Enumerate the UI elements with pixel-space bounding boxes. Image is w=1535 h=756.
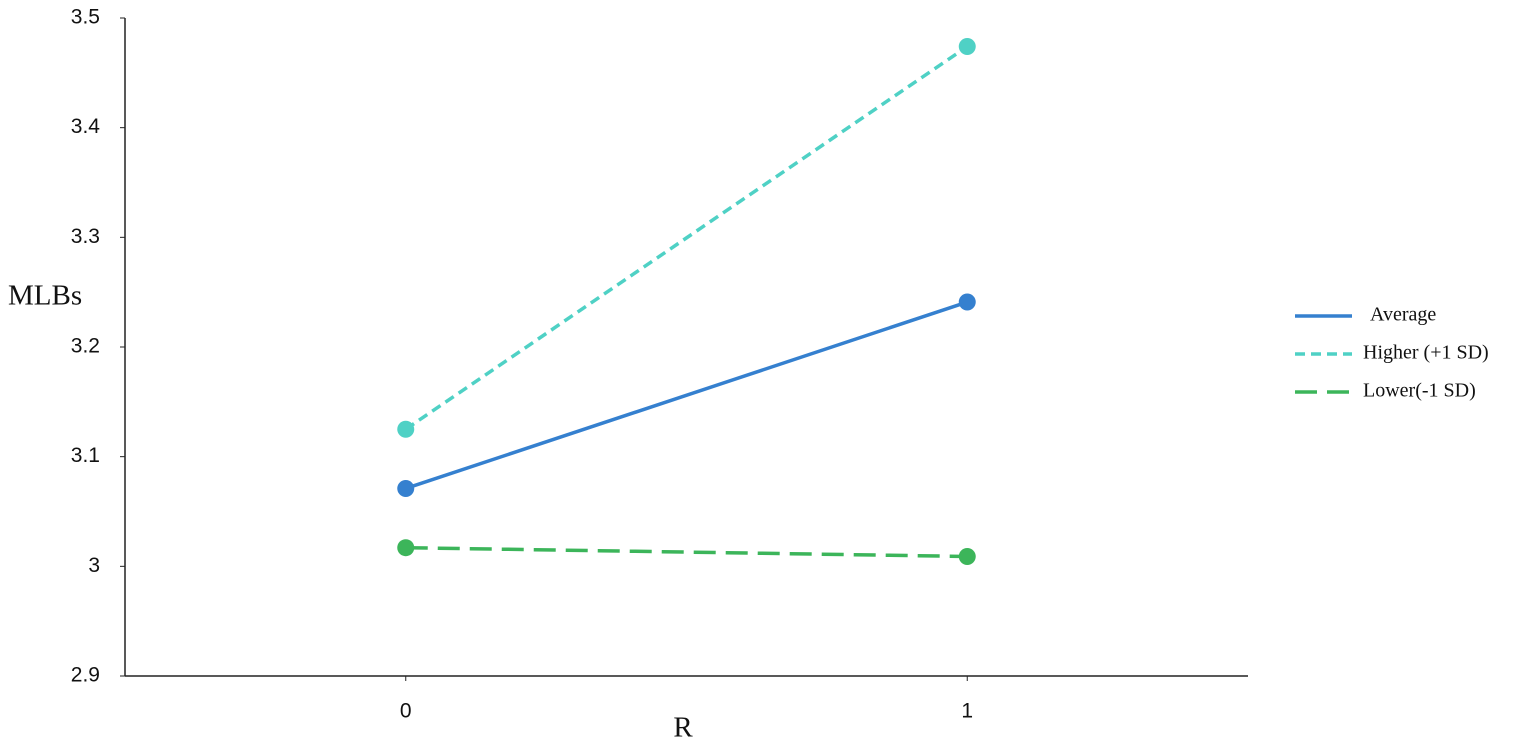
point	[397, 479, 415, 497]
y-tick-label: 3.5	[71, 6, 100, 29]
y-tick-label: 3.2	[71, 335, 100, 358]
legend-label: Average	[1370, 304, 1436, 326]
point	[958, 547, 976, 565]
legend-label: Higher (+1 SD)	[1363, 342, 1489, 364]
x-tick-label: 0	[400, 700, 412, 723]
series-line	[405, 300, 968, 491]
point	[958, 38, 976, 56]
y-tick-label: 3.3	[71, 225, 100, 248]
y-tick-label: 2.9	[71, 664, 100, 687]
point	[958, 293, 976, 311]
y-tick-label: 3.1	[71, 444, 100, 467]
y-tick-label: 3.4	[71, 115, 101, 138]
legend-label: Lower(-1 SD)	[1363, 380, 1476, 402]
x-tick-label: 1	[961, 700, 973, 723]
series-line	[404, 45, 969, 431]
point	[397, 539, 415, 557]
point	[397, 420, 415, 438]
series-line	[405, 545, 968, 559]
x-axis-label: R	[673, 712, 693, 744]
y-tick-label: 3	[88, 554, 100, 577]
y-axis-label: MLBs	[8, 280, 82, 312]
